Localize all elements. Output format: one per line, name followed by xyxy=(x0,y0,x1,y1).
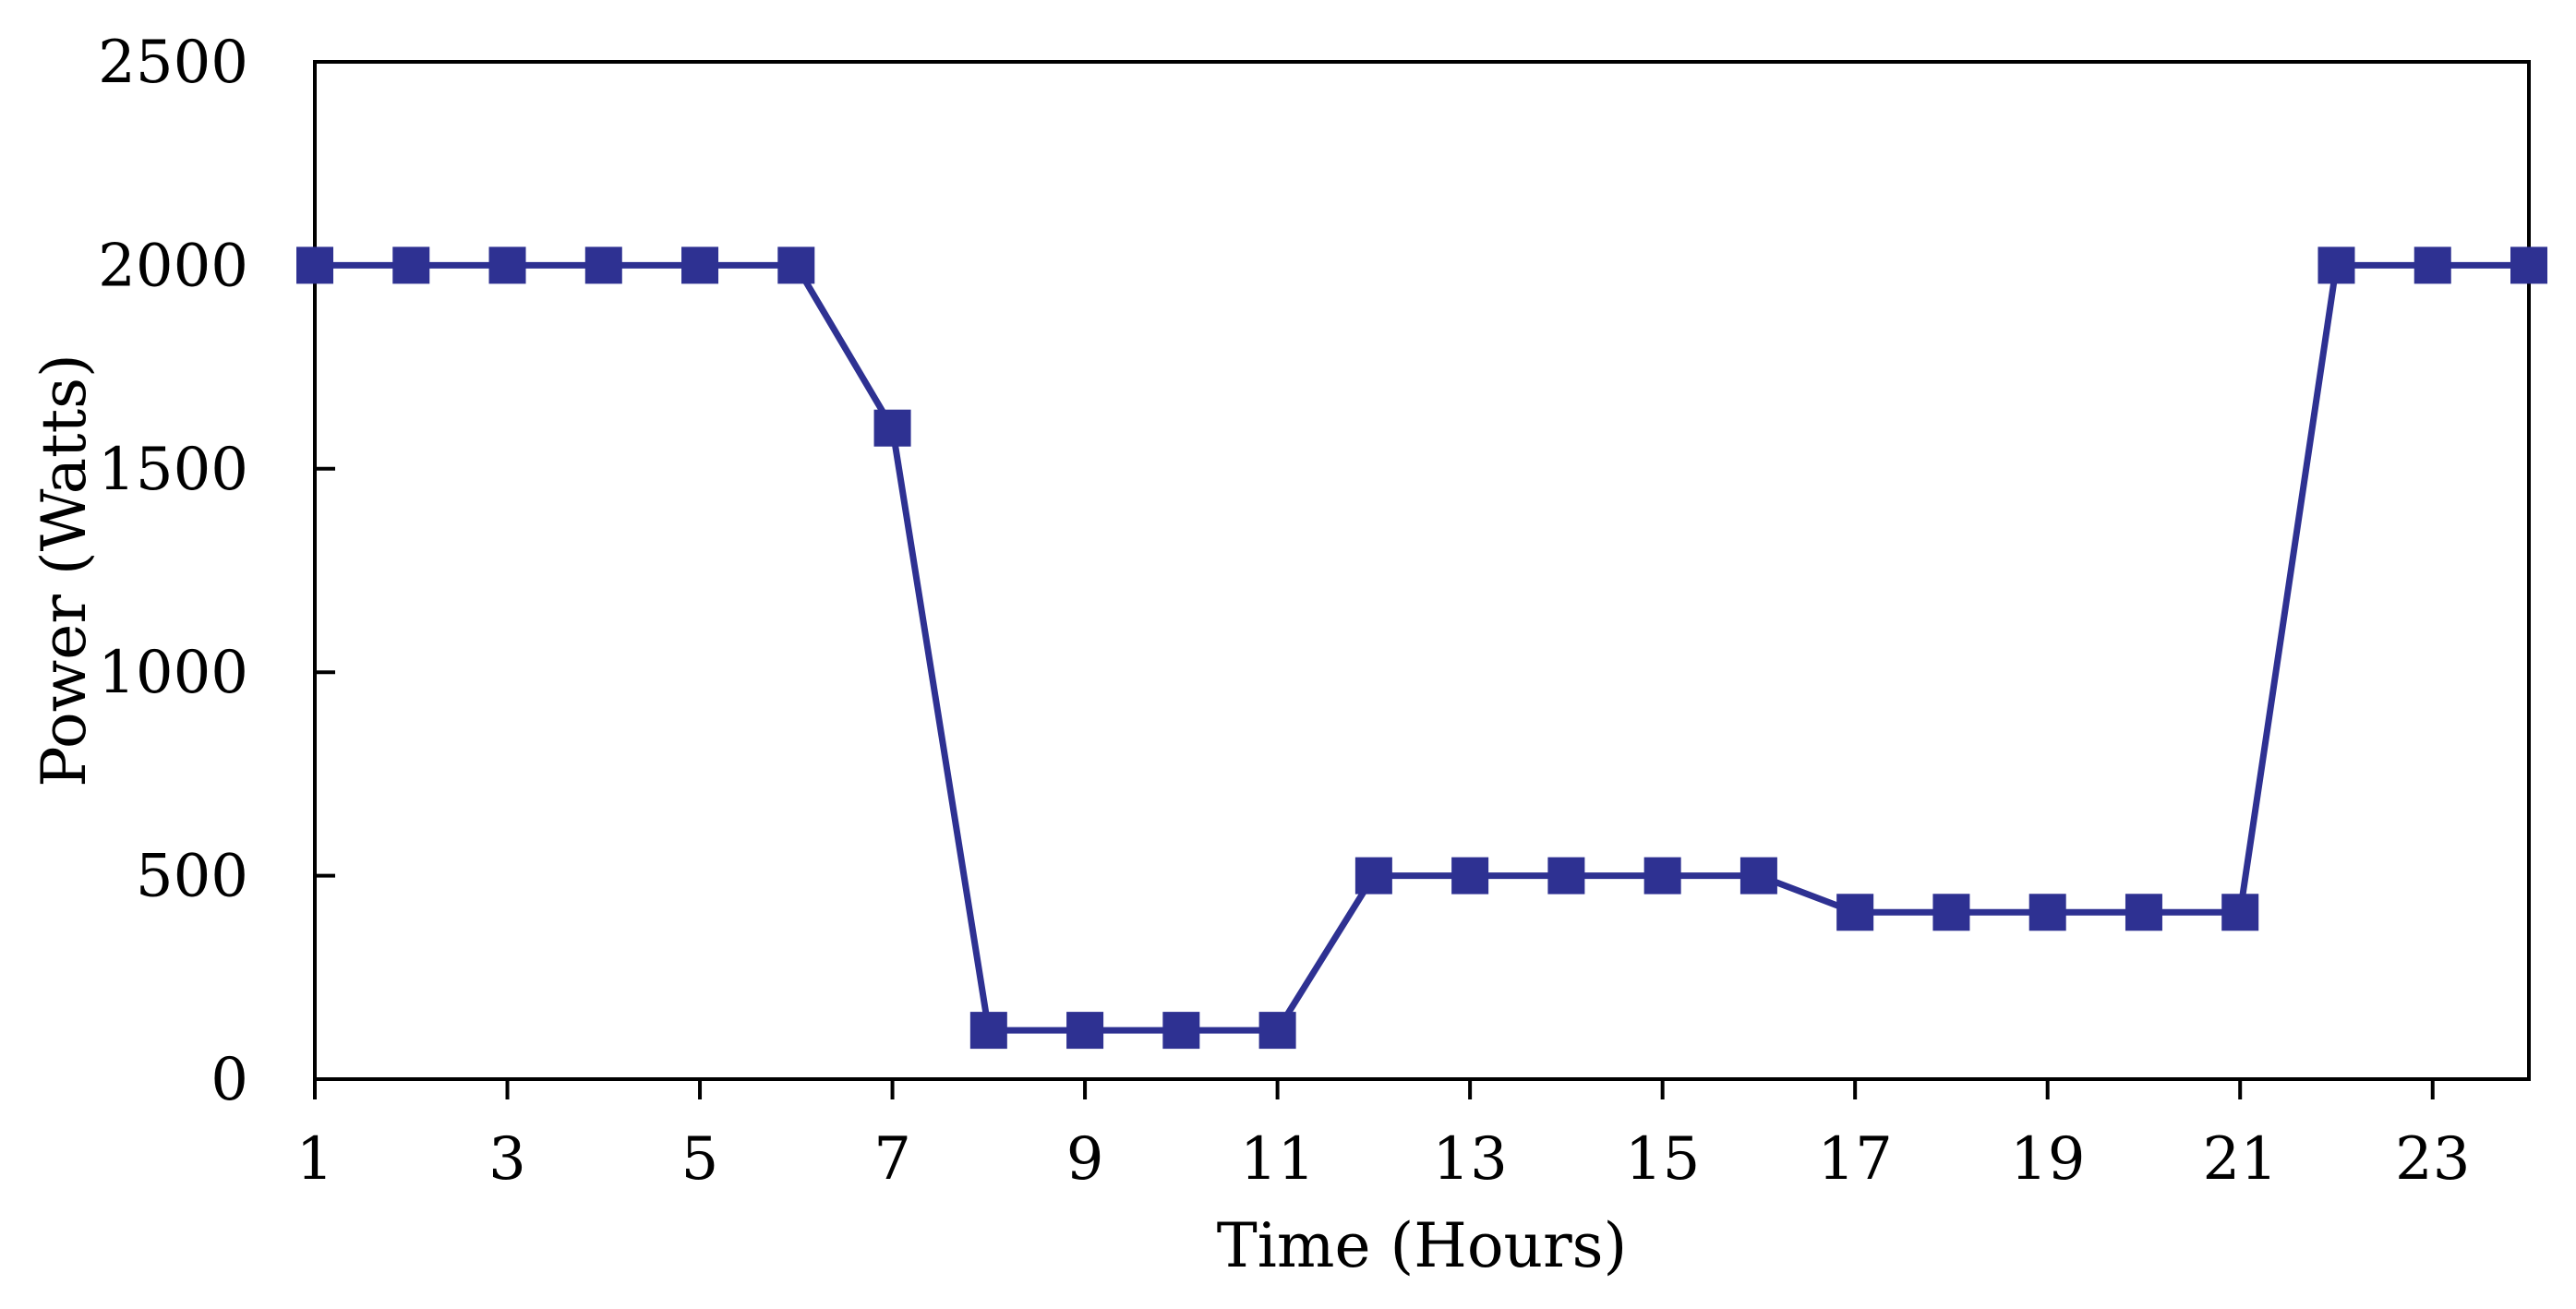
data-point-marker xyxy=(1932,894,1970,931)
x-tick-label: 3 xyxy=(488,1125,526,1194)
x-tick-label: 17 xyxy=(1817,1125,1892,1194)
plot-area-frame xyxy=(313,60,2531,1081)
data-point-marker xyxy=(296,246,333,284)
y-tick-label: 2500 xyxy=(98,29,248,97)
data-point-marker xyxy=(392,246,430,284)
data-point-marker xyxy=(777,246,815,284)
data-point-marker xyxy=(2221,894,2259,931)
x-tick-label: 15 xyxy=(1625,1125,1700,1194)
x-tick-label: 1 xyxy=(296,1125,334,1194)
data-point-marker xyxy=(488,246,526,284)
data-point-marker xyxy=(681,246,719,284)
y-tick-label: 500 xyxy=(136,843,248,911)
data-point-marker xyxy=(2317,246,2355,284)
series-layer xyxy=(296,246,2547,1050)
x-tick-label: 11 xyxy=(1240,1125,1315,1194)
y-tick-label: 1500 xyxy=(98,436,248,504)
x-axis-ticks: 1 3 5 7 9 11 13 15 17 19 21 23 xyxy=(296,1079,2470,1194)
data-point-marker xyxy=(2125,894,2162,931)
data-point-marker xyxy=(2413,246,2451,284)
x-tick-label: 19 xyxy=(2010,1125,2085,1194)
data-point-marker xyxy=(969,1012,1007,1050)
data-point-marker xyxy=(1836,894,1874,931)
x-tick-label: 21 xyxy=(2202,1125,2277,1194)
x-axis-title: Time (Hours) xyxy=(1217,1210,1627,1281)
data-point-marker xyxy=(1354,857,1392,895)
y-tick-label: 1000 xyxy=(98,639,248,707)
data-point-marker xyxy=(2028,894,2066,931)
data-point-marker xyxy=(873,409,911,447)
x-tick-label: 5 xyxy=(681,1125,719,1194)
x-tick-label: 9 xyxy=(1066,1125,1104,1194)
x-tick-label: 13 xyxy=(1432,1125,1507,1194)
data-point-marker xyxy=(1162,1012,1200,1050)
x-tick-label: 23 xyxy=(2395,1125,2470,1194)
series-0-line xyxy=(315,261,2529,1034)
data-point-marker xyxy=(1643,857,1681,895)
data-point-marker xyxy=(584,246,622,284)
y-tick-label: 2000 xyxy=(98,232,248,300)
x-tick-label: 7 xyxy=(873,1125,911,1194)
data-point-marker xyxy=(1451,857,1489,895)
y-axis-ticks: 0 500 1000 1500 2000 2500 xyxy=(98,29,335,1114)
data-point-marker xyxy=(1258,1012,1296,1050)
y-axis-title: Power (Watts) xyxy=(29,354,100,787)
y-tick-label: 0 xyxy=(211,1046,248,1114)
data-point-marker xyxy=(1066,1012,1104,1050)
data-point-marker xyxy=(2510,246,2547,284)
data-point-marker xyxy=(1739,857,1777,895)
data-point-marker xyxy=(1547,857,1585,895)
